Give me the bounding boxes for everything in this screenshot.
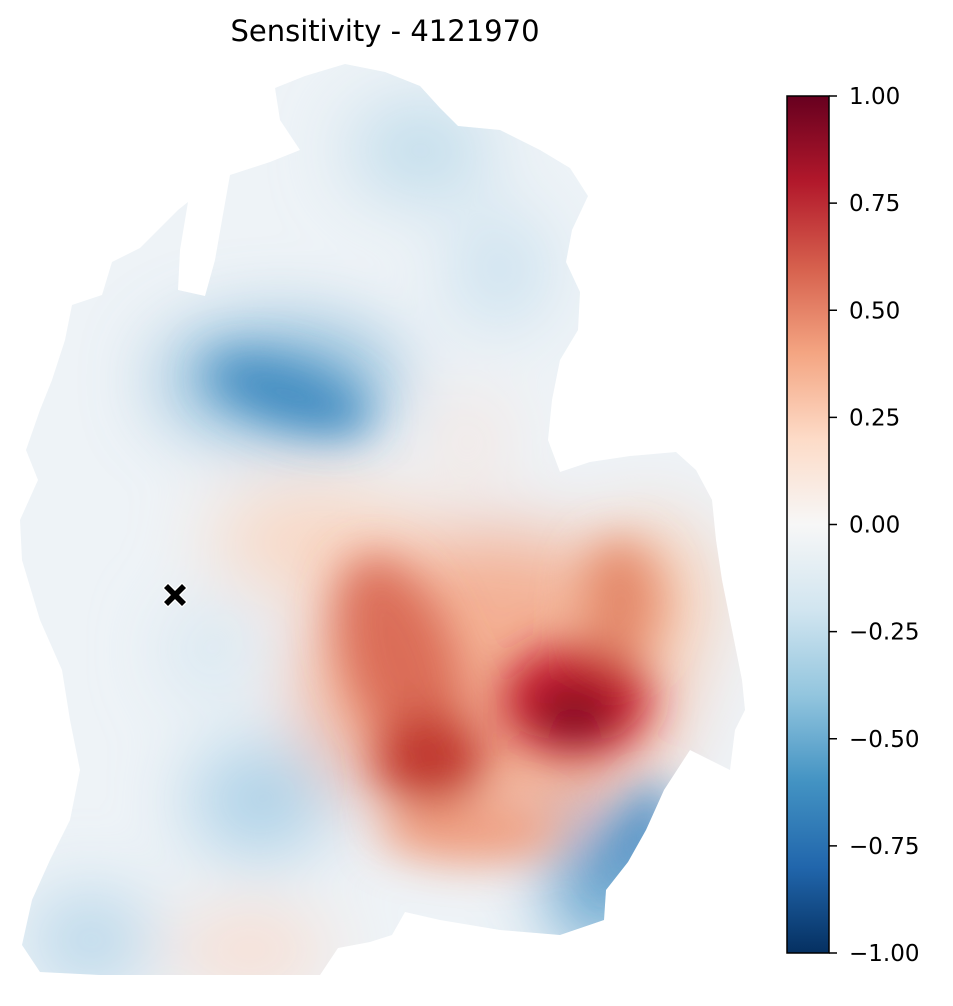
colorbar-tick-label: 1.00 — [849, 84, 900, 110]
colorbar-tick-label: −0.75 — [849, 834, 919, 860]
colorbar-ticks: 1.00 0.75 0.50 0.25 0.00 −0.25 −0.50 −0.75 −1.00 — [829, 84, 919, 967]
x-marker-icon — [162, 582, 188, 608]
location-marker — [162, 582, 188, 608]
colorbar-tick-label: 0.00 — [849, 513, 900, 539]
colorbar-tick-label: −0.25 — [849, 620, 919, 646]
colorbar-tick-label: −0.50 — [849, 727, 919, 753]
colorbar-tick-label: 0.75 — [849, 191, 900, 217]
map-title: Sensitivity - 4121970 — [230, 14, 540, 48]
colorbar-gradient — [786, 95, 830, 954]
sensitivity-map — [20, 64, 745, 975]
colorbar-tick-label: 0.50 — [849, 298, 900, 324]
colorbar-tick-label: −1.00 — [849, 941, 919, 967]
colorbar-tick-label: 0.25 — [849, 405, 900, 431]
